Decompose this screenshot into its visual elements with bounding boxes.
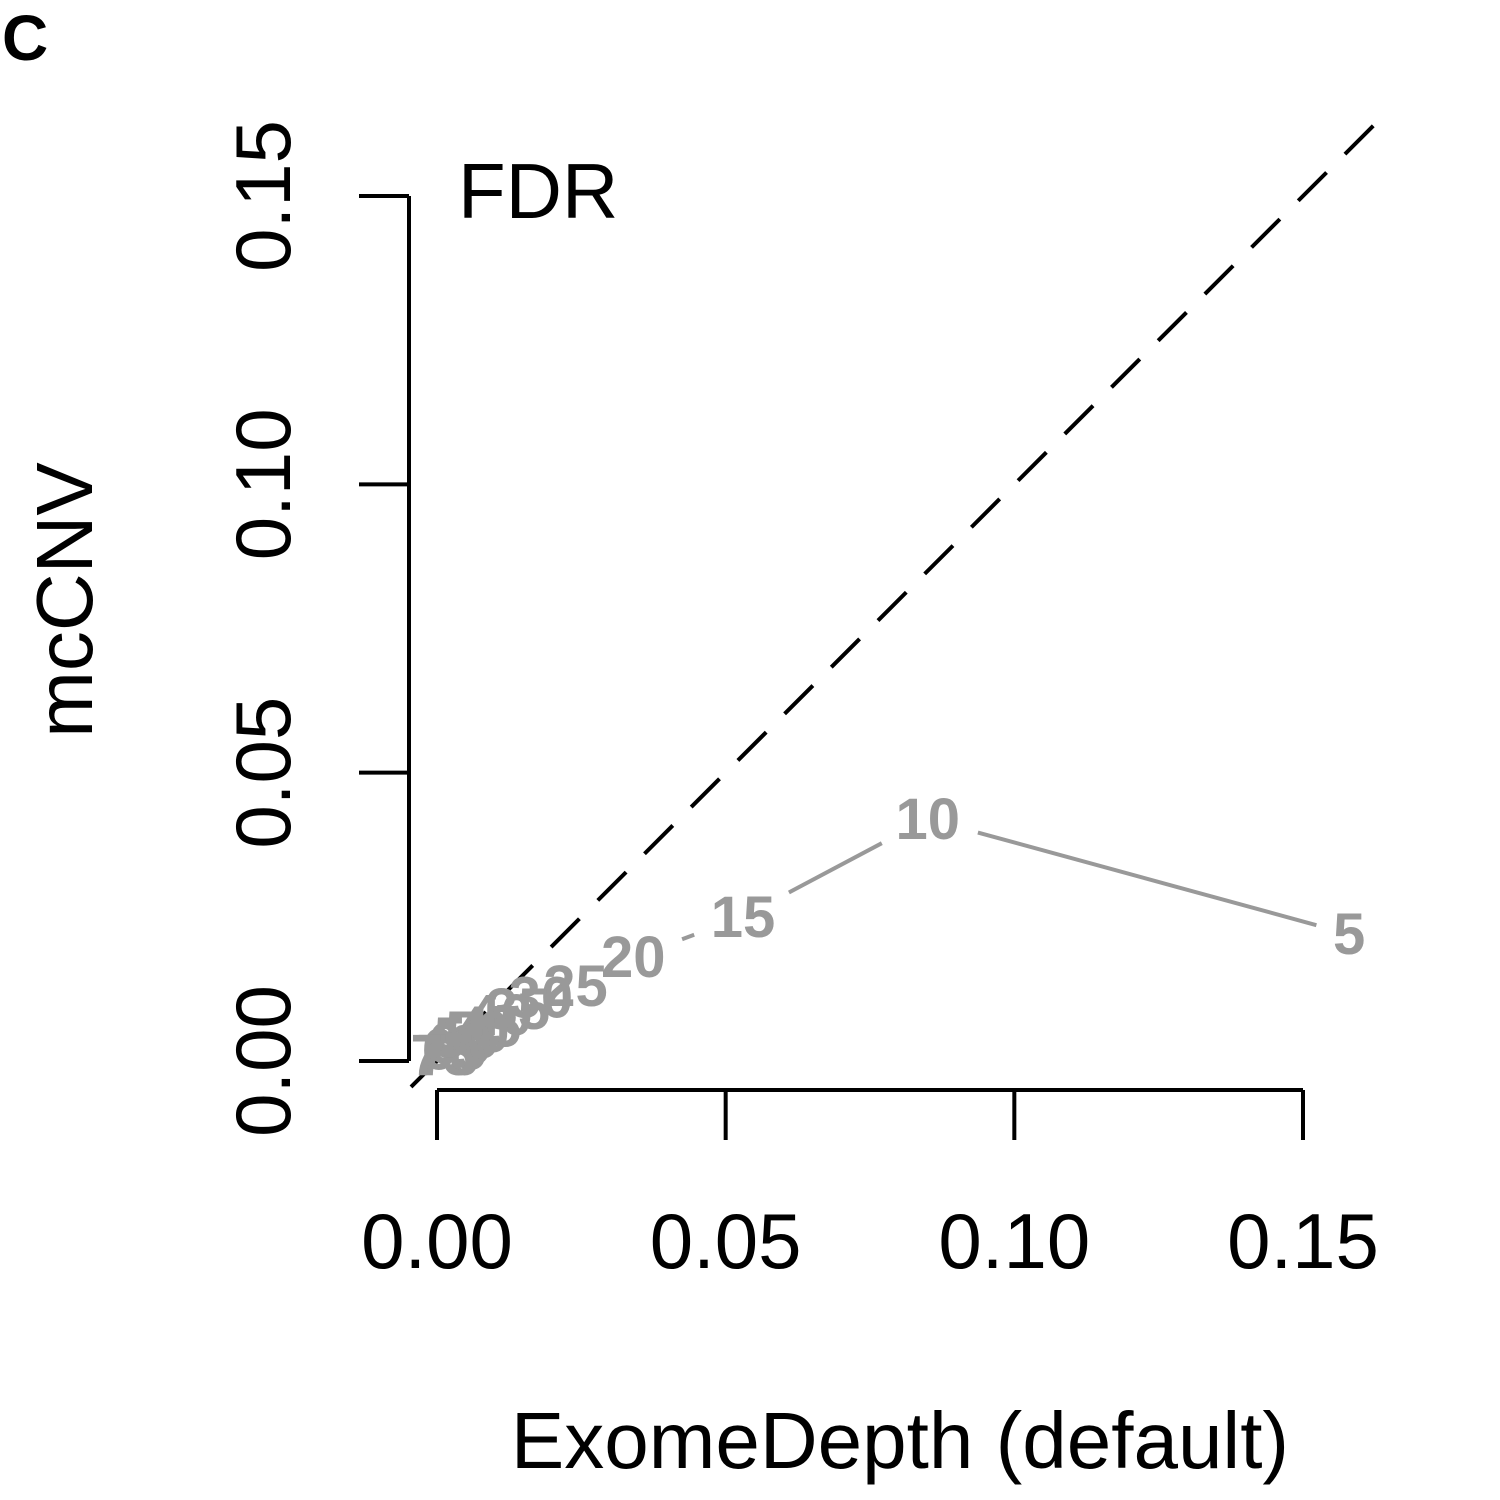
y-tick-label: 0.15 xyxy=(219,120,307,272)
y-tick-label: 0.00 xyxy=(219,985,307,1137)
point-label: 25 xyxy=(543,954,608,1019)
panel-label: C xyxy=(2,2,48,74)
x-tick-label: 0.05 xyxy=(650,1197,802,1285)
point-label: 45 xyxy=(457,994,522,1059)
point-label: 50 xyxy=(445,1000,510,1065)
axes: 0.00 0.05 0.10 0.15 0.00 0.05 0.10 0.15 xyxy=(219,120,1379,1285)
y-tick-label: 0.05 xyxy=(219,697,307,849)
reference-line-group xyxy=(409,119,1380,1089)
point-label: 20 xyxy=(601,925,666,990)
y-tick-label: 0.10 xyxy=(219,408,307,560)
point-label: 15 xyxy=(711,885,776,950)
point-label: 75 xyxy=(411,1023,476,1088)
x-tick-label: 0.00 xyxy=(361,1197,513,1285)
point-label: 65 xyxy=(422,1017,487,1082)
x-tick-label: 0.10 xyxy=(938,1197,1090,1285)
plot-title: FDR xyxy=(458,147,618,235)
point-label: 30 xyxy=(509,966,574,1031)
y-axis-title: mcCNV xyxy=(20,462,109,738)
x-tick-label: 0.15 xyxy=(1227,1197,1379,1285)
point-label: 10 xyxy=(895,787,960,852)
series-segment xyxy=(681,932,695,942)
reference-line xyxy=(409,119,1380,1089)
series-segment xyxy=(977,830,1317,928)
series-segment xyxy=(787,841,883,895)
point-label: 70 xyxy=(416,1023,481,1088)
point-label: 55 xyxy=(434,1006,499,1071)
point-label: 40 xyxy=(468,983,533,1048)
point-label: 60 xyxy=(428,1012,493,1077)
point-label: 5 xyxy=(1333,902,1365,967)
point-label: 35 xyxy=(486,977,551,1042)
x-axis-title: ExomeDepth (default) xyxy=(511,1396,1289,1485)
